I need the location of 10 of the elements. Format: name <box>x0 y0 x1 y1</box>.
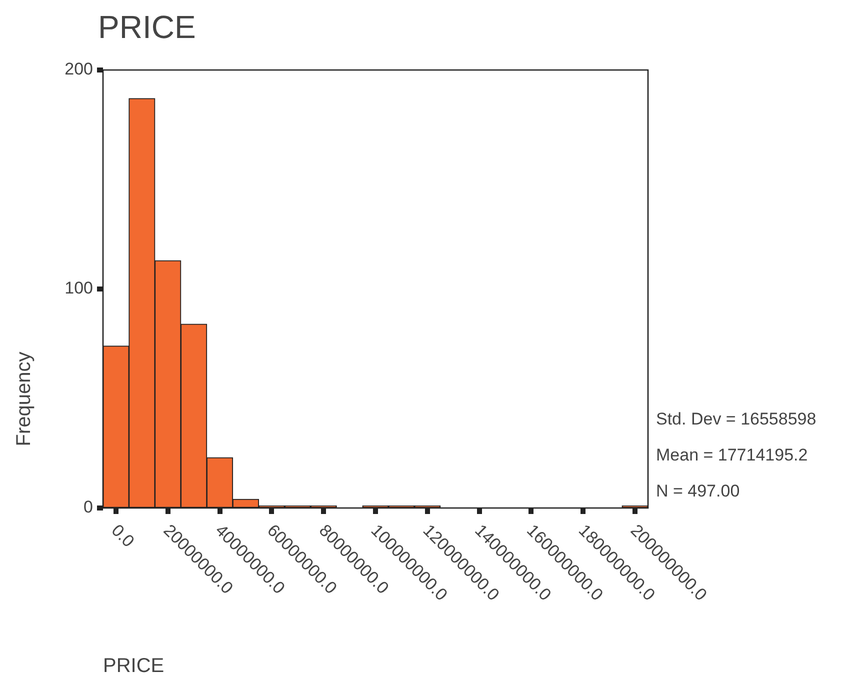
text: Std. Dev = 16558598 <box>656 410 816 429</box>
chart-title: PRICE <box>98 9 196 45</box>
y-tick-label: 0 <box>84 498 93 517</box>
y-axis-title: Frequency <box>13 352 35 446</box>
text: Mean = 17714195.2 <box>656 446 808 465</box>
text: N = 497.00 <box>656 482 740 501</box>
y-tick-label: 200 <box>64 60 93 79</box>
y-tick-label: 100 <box>64 278 93 298</box>
x-axis-title: PRICE <box>103 655 164 677</box>
x-tick-label: 0.0 <box>108 520 138 551</box>
